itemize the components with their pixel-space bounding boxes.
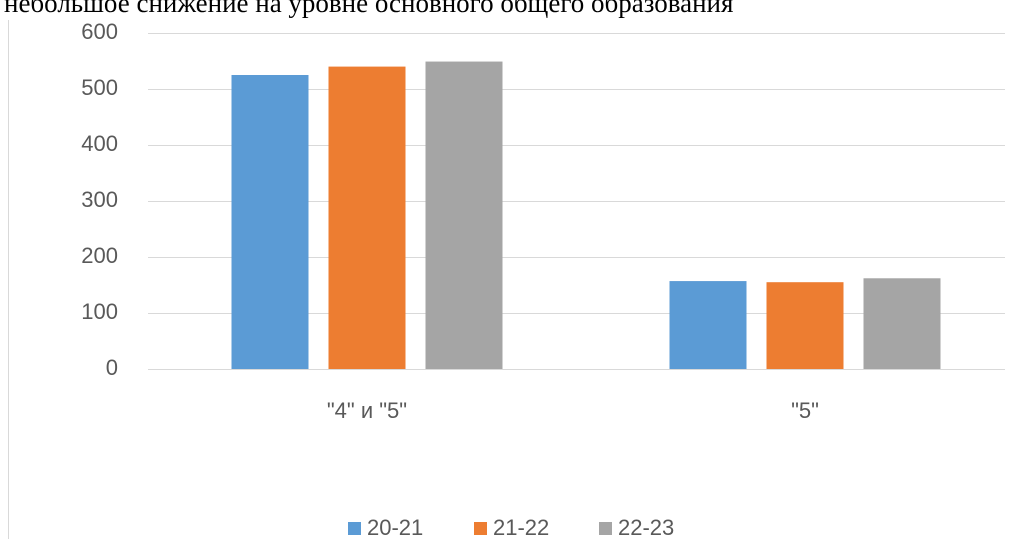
legend-swatch <box>348 522 361 535</box>
bar <box>863 278 941 369</box>
bar <box>231 75 309 369</box>
legend-swatch <box>474 522 487 535</box>
y-tick-label: 500 <box>81 75 118 100</box>
y-tick-label: 600 <box>81 19 118 44</box>
y-tick-label: 300 <box>81 187 118 212</box>
caption: небольшое снижение на уровне основного о… <box>4 0 733 18</box>
y-tick-label: 200 <box>81 243 118 268</box>
y-tick-label: 0 <box>106 355 118 380</box>
legend-label: 20-21 <box>367 515 423 539</box>
legend-label: 21-22 <box>493 515 549 539</box>
bar <box>328 66 406 369</box>
x-tick-label: "4" и "5" <box>327 398 407 423</box>
bar <box>669 281 747 369</box>
y-tick-label: 100 <box>81 299 118 324</box>
legend-label: 22-23 <box>618 515 674 539</box>
y-tick-label: 400 <box>81 131 118 156</box>
legend-swatch <box>599 522 612 535</box>
x-tick-label: "5" <box>791 398 819 423</box>
bar <box>425 61 503 370</box>
bar <box>766 282 844 369</box>
